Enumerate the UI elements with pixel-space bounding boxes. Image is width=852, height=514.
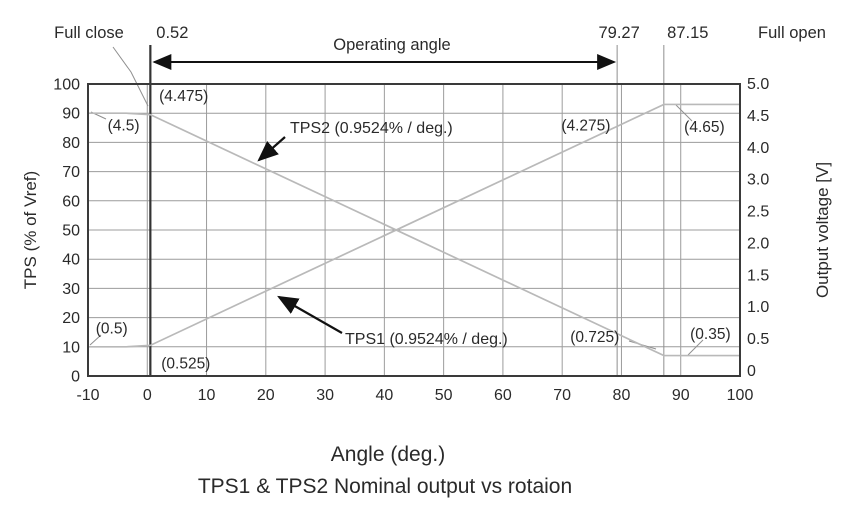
value-annotations: (4.475) (4.5) (4.275) (4.65) (0.5) (0.525) (0.…	[96, 88, 731, 372]
chart-text: 90	[62, 106, 80, 123]
chart-text: 40	[375, 387, 393, 404]
chart-text: TPS2 (0.9524% / deg.)	[290, 120, 453, 137]
chart-text: 2.0	[747, 235, 769, 252]
chart-text: 1.0	[747, 299, 769, 316]
chart-text: 5.0	[747, 76, 769, 93]
chart-text: 30	[62, 281, 80, 298]
chart-text: (0.725)	[570, 329, 619, 346]
chart-text: 4.0	[747, 140, 769, 157]
tps1-line	[88, 103, 740, 348]
x-tick-labels: -10 0 10 20 30 40 50 60 70 80 90 100	[76, 387, 753, 404]
chart-text: 10	[198, 387, 216, 404]
leader-lines	[89, 46, 704, 356]
x-axis-title: Angle (deg.)	[331, 443, 445, 466]
chart-text: Full close	[54, 24, 124, 42]
callout-tps2: TPS2 (0.9524% / deg.)	[257, 120, 453, 162]
chart-text: 50	[62, 223, 80, 240]
chart-text: 0	[143, 387, 152, 404]
chart-text: 100	[727, 387, 754, 404]
chart-text: (4.5)	[108, 117, 140, 134]
chart-title: TPS1 & TPS2 Nominal output vs rotaion	[198, 475, 572, 498]
chart-text: (4.275)	[561, 117, 610, 134]
chart-text: -10	[76, 387, 99, 404]
chart-text: 2.5	[747, 204, 769, 221]
callout-tps1: TPS1 (0.9524% / deg.)	[277, 295, 508, 348]
chart-text: 70	[553, 387, 571, 404]
reference-lines: 0.52 79.27 87.15	[149, 24, 708, 376]
chart-text: (0.35)	[690, 326, 731, 343]
chart-text: 60	[62, 193, 80, 210]
tps2-line	[88, 112, 740, 357]
y-right-tick-labels: 5.0 4.5 4.0 3.0 2.5 2.0 1.5 1.0 0.5 0	[747, 76, 769, 380]
chart-text: 60	[494, 387, 512, 404]
chart-text: 87.15	[667, 24, 708, 42]
chart-text: TPS1 (0.9524% / deg.)	[345, 331, 508, 348]
chart-text: Full open	[758, 24, 826, 42]
grid-lines	[88, 84, 740, 376]
chart-text: (4.475)	[159, 88, 208, 105]
plot-border	[87, 83, 741, 377]
chart-text: 70	[62, 164, 80, 181]
chart-generated-content: 0.52 79.27 87.15 Full close Full open Operati…	[53, 24, 826, 404]
chart-text: 80	[62, 135, 80, 152]
chart-text: 0.5	[747, 331, 769, 348]
chart-text: 100	[53, 77, 80, 94]
chart-text: 50	[435, 387, 453, 404]
y-axis-title-right: Output voltage [V]	[813, 162, 832, 298]
chart-text: 0.52	[156, 24, 188, 42]
y-axis-title-left: TPS (% of Vref)	[21, 171, 40, 289]
chart-text: (4.65)	[684, 119, 725, 136]
top-labels: Full close Full open	[54, 24, 826, 42]
chart-text: 1.5	[747, 267, 769, 284]
chart-text: 3.0	[747, 172, 769, 189]
chart-text: 20	[62, 310, 80, 327]
chart-text: (0.525)	[161, 355, 210, 372]
chart-text: 0	[747, 363, 756, 380]
chart-text: 90	[672, 387, 690, 404]
chart-text: 4.5	[747, 108, 769, 125]
operating-angle-arrow: Operating angle	[152, 36, 617, 70]
chart-text: 20	[257, 387, 275, 404]
chart-text: 30	[316, 387, 334, 404]
chart-text: 80	[613, 387, 631, 404]
chart-text: 79.27	[598, 24, 639, 42]
chart-text: 40	[62, 252, 80, 269]
chart-text: 10	[62, 339, 80, 356]
chart-text: (0.5)	[96, 320, 128, 337]
chart-text: Operating angle	[333, 36, 450, 54]
chart-text: 0	[71, 369, 80, 386]
